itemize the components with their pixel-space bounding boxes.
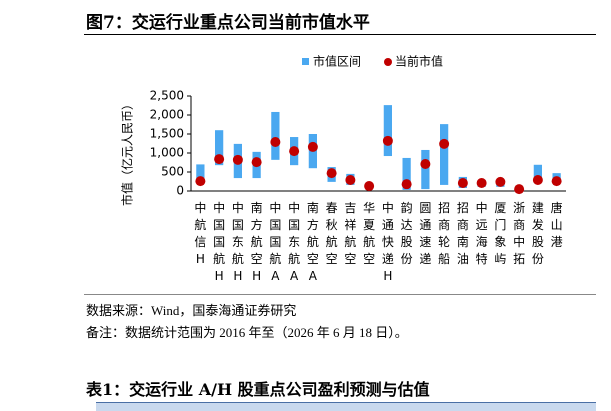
current-value-dot: [195, 176, 206, 187]
range-bar: [271, 111, 280, 160]
figure-title: 图7：交运行业重点公司当前市值水平: [86, 13, 370, 33]
current-value-dot: [326, 168, 337, 179]
y-tick-label: 2,500: [150, 89, 184, 103]
x-tick-label: 中国国航 A: [269, 200, 281, 283]
table-header: [96, 402, 596, 411]
range-bar: [383, 105, 392, 157]
current-value-dot: [364, 181, 375, 192]
range-bar: [533, 164, 542, 182]
range-bar: [196, 164, 205, 182]
chart-rule: [84, 294, 596, 295]
x-tick-label: 厦门象屿: [494, 201, 506, 266]
current-value-dot: [551, 176, 562, 187]
range-bar: [215, 130, 224, 166]
legend-swatch: [302, 58, 309, 65]
current-value-dot: [401, 179, 412, 190]
current-value-dot: [514, 184, 525, 195]
y-axis-title: 市值（亿元人民币）: [120, 98, 135, 206]
current-value-dot: [214, 154, 225, 165]
current-value-dot: [307, 141, 318, 152]
x-tick-label: 韵达股份: [401, 200, 413, 266]
x-tick-label: 招商轮船: [438, 201, 450, 266]
x-tick-label: 中航信 H: [194, 200, 206, 266]
x-tick-label: 浙商中拓: [513, 201, 525, 266]
legend-label: 当前市值: [395, 54, 443, 69]
legend-label: 市值区间: [313, 54, 361, 69]
current-value-dot: [457, 178, 468, 189]
x-tick-label: 招商南油: [457, 201, 469, 266]
current-value-dot: [382, 135, 393, 146]
x-tick-label: 吉祥航空: [344, 201, 356, 266]
source-note: 数据来源：Wind，国泰海通证券研究: [86, 303, 297, 318]
x-tick-label: 中远海特: [476, 200, 488, 266]
table-title: 表1：交运行业 A/H 股重点公司盈利预测与估值: [86, 380, 430, 399]
current-value-dot: [251, 157, 262, 168]
current-value-dot: [439, 138, 450, 149]
y-tick-label: 2,000: [150, 108, 184, 122]
x-tick-label: 中国国航 H: [213, 200, 225, 283]
range-bar: [421, 149, 430, 190]
y-tick-label: 0: [176, 184, 184, 198]
x-tick-label: 中国东航 H: [232, 200, 244, 283]
x-tick-label: 春秋航空: [326, 201, 338, 266]
x-tick-label: 唐山港: [551, 200, 563, 249]
current-value-dot: [345, 174, 356, 185]
title-rule: [84, 34, 596, 35]
x-tick-label: 建发股份: [532, 201, 544, 266]
current-value-dot: [532, 174, 543, 185]
x-tick-label: 南方航空 H: [251, 200, 263, 283]
range-bar: [402, 157, 411, 190]
y-tick-label: 1,500: [150, 127, 184, 141]
legend-swatch: [384, 58, 392, 66]
current-value-dot: [420, 159, 431, 170]
remark-note: 备注：数据统计范围为 2016 年至（2026 年 6 月 18 日）。: [86, 325, 408, 340]
x-tick-label: 华夏航空: [363, 201, 375, 266]
current-value-dot: [476, 178, 487, 189]
current-value-dot: [232, 154, 243, 165]
x-tick-label: 中通快递 H: [382, 200, 394, 283]
current-value-dot: [289, 146, 300, 157]
current-value-dot: [495, 176, 506, 187]
chart: 市值（亿元人民币） 0 500 1,000 1,500 2,000 2,500 市值区间 当前…: [120, 54, 566, 283]
y-tick-label: 1,000: [150, 146, 184, 160]
x-tick-label: 南方航空 A: [307, 200, 319, 283]
y-tick-label: 500: [161, 165, 184, 179]
current-value-dot: [270, 136, 281, 147]
range-bar: [440, 124, 449, 185]
x-tick-label: 圆通速递: [419, 201, 431, 266]
x-tick-label: 中国东航 A: [288, 200, 300, 283]
